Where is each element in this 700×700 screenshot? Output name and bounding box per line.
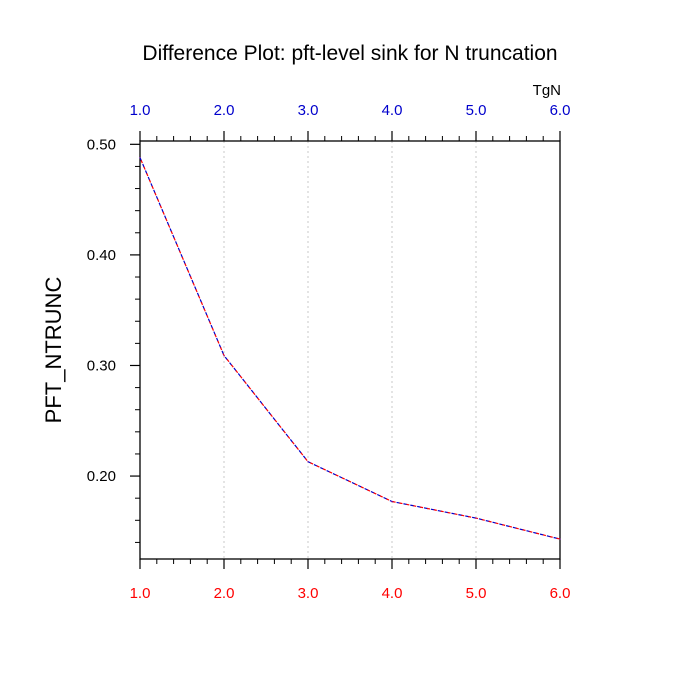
tick-labels: 1.0 1.0 2.0 2.0 3.0 3.0 4.0 4.0 5.0 5.0 6.0 6.0 0.50…	[87, 102, 571, 602]
x-top-tick-label: 6.0	[550, 102, 571, 119]
data-point	[307, 461, 309, 463]
x-tick-label: 5.0	[466, 585, 487, 602]
data-point	[559, 538, 561, 540]
x-top-tick-label: 3.0	[298, 102, 319, 119]
y-tick-label: 0.20	[87, 468, 116, 485]
y-axis-label: PFT_NTRUNC	[41, 277, 66, 424]
y-tick-label: 0.50	[87, 136, 116, 153]
data-point	[139, 156, 141, 159]
data-point	[223, 354, 225, 357]
chart-title: Difference Plot: pft-level sink for N tr…	[142, 42, 557, 65]
top-axis-unit: TgN	[533, 82, 561, 99]
tick-marks	[130, 131, 561, 569]
x-tick-label: 4.0	[382, 585, 403, 602]
x-top-tick-label: 4.0	[382, 102, 403, 119]
y-tick-label: 0.40	[87, 247, 116, 264]
x-tick-label: 1.0	[130, 585, 151, 602]
x-top-tick-label: 1.0	[130, 102, 151, 119]
y-tick-label: 0.30	[87, 357, 116, 374]
x-tick-label: 2.0	[214, 585, 235, 602]
series-line-overlay	[139, 157, 561, 540]
data-point	[475, 517, 477, 519]
x-tick-label: 3.0	[298, 585, 319, 602]
grid	[223, 141, 477, 559]
data-point	[391, 500, 393, 503]
x-top-tick-label: 2.0	[214, 102, 235, 119]
x-top-tick-label: 5.0	[466, 102, 487, 119]
x-tick-label: 6.0	[550, 585, 571, 602]
plot-frame	[139, 140, 561, 560]
